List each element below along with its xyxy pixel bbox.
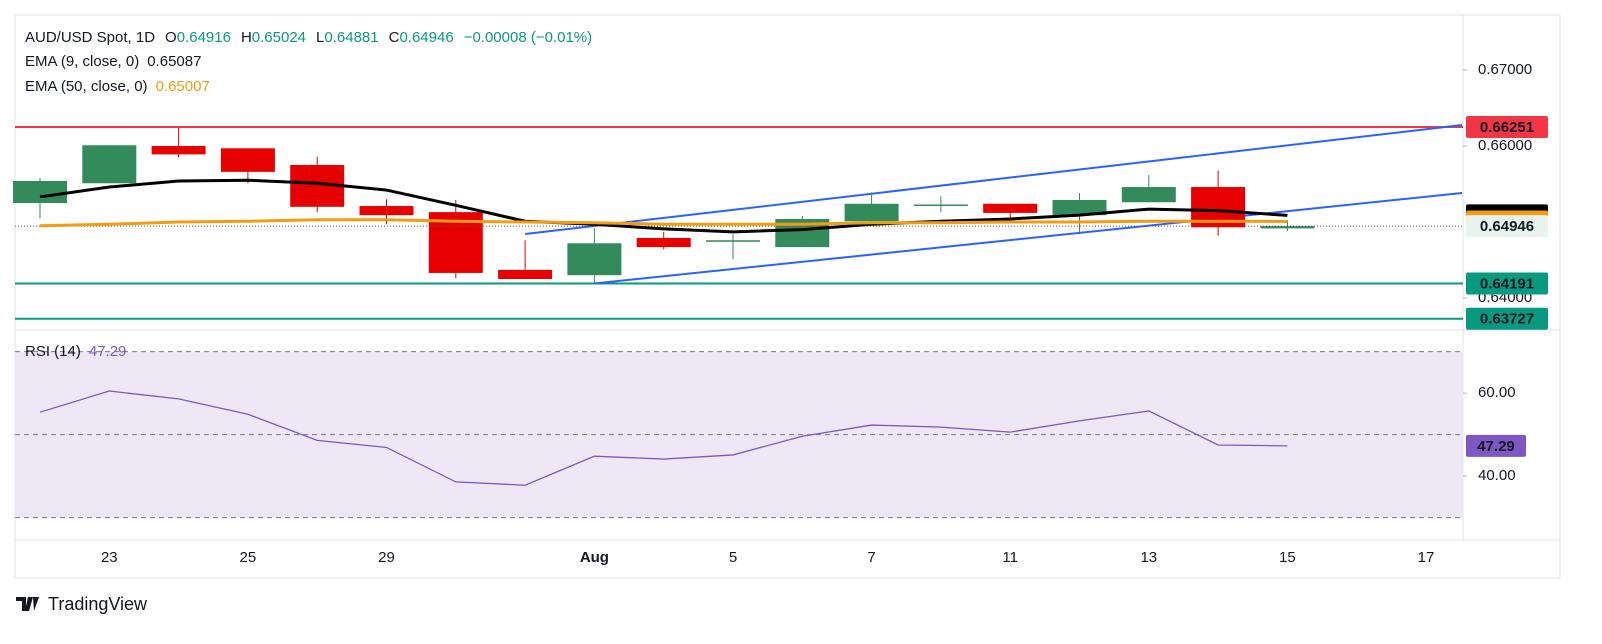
ohlc-value: 0.64881	[324, 29, 378, 46]
y-tick-label: 0.66000	[1478, 137, 1532, 154]
candle-body	[1052, 199, 1107, 216]
ohlc-value: 0.64946	[399, 29, 453, 46]
ema-name: EMA (9, close, 0)	[25, 53, 139, 70]
price-label-box	[1466, 434, 1526, 457]
rsi-legend: RSI (14) 47.29	[25, 343, 126, 360]
x-tick-label: Aug	[580, 549, 609, 566]
x-tick-label: 23	[101, 549, 118, 566]
candle-body	[983, 203, 1038, 213]
ema-line	[39, 218, 1288, 228]
rsi-axis-label: 47.29	[1477, 438, 1515, 455]
candle-body	[1121, 187, 1176, 203]
candle-body	[1260, 226, 1315, 229]
candle-body	[844, 203, 899, 222]
trendline	[594, 191, 1463, 285]
price-label-box	[1466, 215, 1548, 238]
brand-name: TradingView	[48, 594, 148, 614]
ohlc-value: 0.65024	[252, 29, 306, 46]
ohlc-key: C	[389, 29, 400, 46]
ema-legend: EMA (50, close, 0) 0.65007	[25, 78, 210, 95]
candle-body	[82, 145, 137, 184]
candle-body	[567, 243, 622, 276]
ema-line	[39, 178, 1288, 234]
price-label-box	[1466, 272, 1548, 295]
header: AUD/USD Spot, 1D O0.64916 H0.65024 L0.64881…	[25, 29, 592, 46]
logo-icon	[16, 597, 39, 611]
price-label: 0.64946	[1480, 218, 1534, 235]
candle-body	[636, 237, 691, 248]
trendline	[524, 124, 1463, 236]
candle-body	[706, 240, 760, 242]
candle-body	[13, 180, 67, 204]
x-tick-label: 29	[378, 549, 395, 566]
x-tick-label: 7	[867, 549, 875, 566]
rsi-line	[39, 390, 1288, 486]
candle-body	[220, 148, 275, 172]
ema-legend: EMA (9, close, 0) 0.65087	[25, 53, 201, 70]
ema-value: 0.65087	[147, 53, 201, 70]
x-tick-label: 13	[1140, 549, 1157, 566]
x-tick-label: 11	[1002, 549, 1018, 566]
y-tick-label: 40.00	[1478, 467, 1516, 484]
ema-value: 0.65007	[156, 78, 210, 95]
symbol-title: AUD/USD Spot, 1D	[25, 29, 155, 46]
marks	[13, 69, 1467, 519]
ohlc-key: L	[316, 29, 324, 46]
x-tick-label: 15	[1279, 549, 1296, 566]
logo: TradingView	[16, 594, 148, 614]
ema-name: EMA (50, close, 0)	[25, 78, 148, 95]
change: −0.00008 (−0.01%)	[464, 29, 592, 46]
candle-body	[498, 269, 553, 280]
ohlc-key: H	[241, 29, 252, 46]
price-label: 0.64191	[1480, 275, 1534, 292]
price-label-box	[1466, 307, 1548, 330]
price-label-box	[1466, 115, 1548, 138]
rsi-title: RSI (14)	[25, 343, 81, 360]
candle-body	[151, 146, 206, 155]
price-label: 0.66251	[1480, 119, 1534, 136]
ohlc-key: O	[165, 29, 177, 46]
ohlc-value: 0.64916	[177, 29, 231, 46]
candle-body	[913, 204, 968, 207]
y-tick-label: 60.00	[1478, 384, 1516, 401]
x-tick-label: 25	[240, 549, 257, 566]
chart-frame	[14, 14, 1561, 579]
x-tick-label: 5	[729, 549, 737, 566]
y-tick-label: 0.67000	[1478, 61, 1532, 78]
x-tick-label: 17	[1418, 549, 1435, 566]
candle-body	[359, 206, 414, 216]
price-label: 0.63727	[1480, 311, 1534, 328]
rsi-value: 47.29	[89, 343, 127, 360]
